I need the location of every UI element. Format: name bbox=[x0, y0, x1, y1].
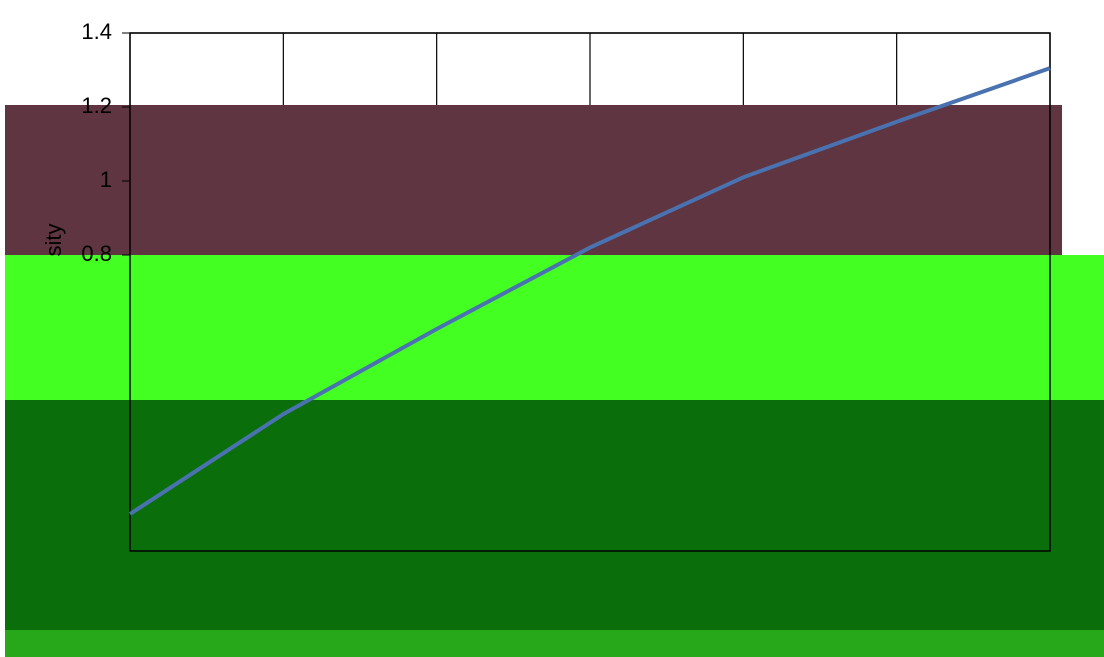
y-tick-label: 1 bbox=[100, 167, 112, 192]
y-tick-label: 1.2 bbox=[81, 93, 112, 118]
y-axis-label: sity bbox=[41, 224, 66, 257]
data-line bbox=[128, 66, 1051, 516]
overlay-block bbox=[5, 630, 1104, 657]
overlay-block bbox=[5, 105, 1062, 255]
y-tick-label: 1.4 bbox=[81, 19, 112, 44]
plot-frame bbox=[129, 32, 1051, 552]
y-tick-label: 0.8 bbox=[81, 241, 112, 266]
overlay-block bbox=[5, 400, 1104, 630]
overlay-block bbox=[5, 255, 1104, 400]
